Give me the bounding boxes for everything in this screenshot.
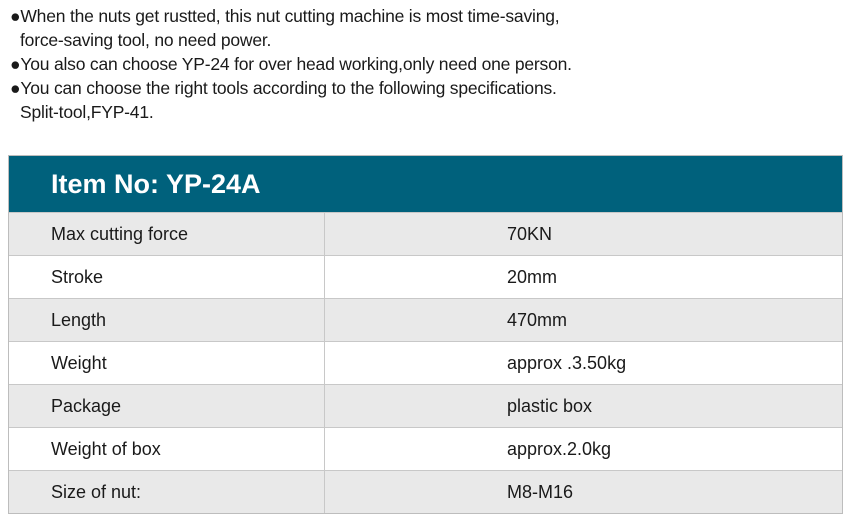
table-row: Weight approx .3.50kg: [9, 341, 842, 384]
bullet-3-cont: Split-tool,FYP-41.: [20, 102, 154, 122]
spec-label: Weight: [9, 342, 325, 384]
spec-label: Weight of box: [9, 428, 325, 470]
spec-table: Item No: YP-24A Max cutting force 70KN Str…: [8, 155, 843, 514]
spec-label: Max cutting force: [9, 213, 325, 255]
bullet-3: ●You can choose the right tools accordin…: [10, 78, 557, 98]
bullet-1: ●When the nuts get rustted, this nut cut…: [10, 6, 560, 26]
spec-value: approx .3.50kg: [507, 353, 627, 373]
spec-label: Length: [9, 299, 325, 341]
spec-label: Package: [9, 385, 325, 427]
spec-label: Stroke: [9, 256, 325, 298]
spec-value: 470mm: [507, 310, 568, 330]
spec-value: approx.2.0kg: [507, 439, 612, 459]
table-row: Length 470mm: [9, 298, 842, 341]
spec-value: M8-M16: [507, 482, 574, 502]
table-row: Max cutting force 70KN: [9, 212, 842, 255]
spec-value: 70KN: [507, 224, 553, 244]
spec-value: plastic box: [507, 396, 593, 416]
spec-value: 20mm: [507, 267, 558, 287]
bullet-1-cont: force-saving tool, no need power.: [20, 30, 272, 50]
description: ●When the nuts get rustted, this nut cut…: [10, 4, 572, 124]
table-row: Stroke 20mm: [9, 255, 842, 298]
table-row: Package plastic box: [9, 384, 842, 427]
table-row: Size of nut: M8-M16: [9, 470, 842, 513]
table-title: Item No: YP-24A: [9, 156, 842, 212]
bullet-2: ●You also can choose YP-24 for over head…: [10, 54, 572, 74]
table-row: Weight of box approx.2.0kg: [9, 427, 842, 470]
spec-label: Size of nut:: [9, 471, 325, 513]
